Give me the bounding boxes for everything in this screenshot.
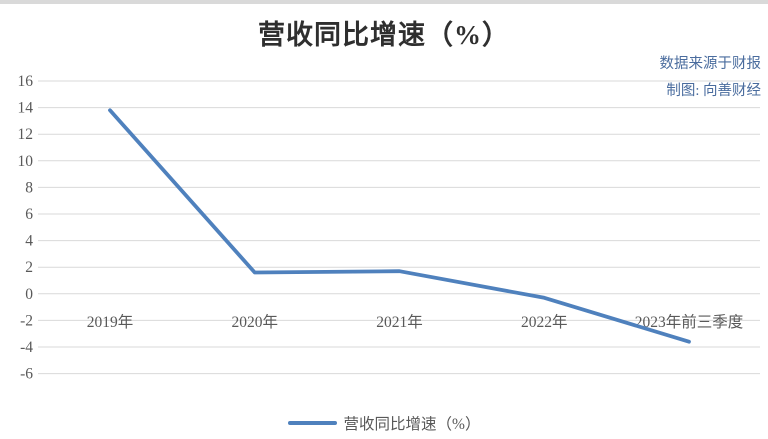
y-tick-label: 8 (25, 179, 33, 196)
legend-label: 营收同比增速（%） (343, 416, 481, 433)
y-tick-label: -2 (20, 312, 33, 329)
series-line (108, 108, 691, 344)
y-tick-label: 0 (25, 286, 33, 303)
y-tick-label: -6 (20, 366, 33, 383)
legend: 营收同比增速（%） (0, 412, 768, 434)
credits: 数据来源于财报 制图: 向善财经 (660, 51, 762, 105)
y-tick-label: 14 (18, 100, 34, 117)
chart-title: 营收同比增速（%） (258, 20, 510, 50)
x-tick-label: 2022年 (521, 313, 568, 331)
y-tick-label: 10 (18, 153, 34, 170)
y-tick-label: 4 (25, 233, 33, 250)
y-tick-label: 6 (25, 206, 33, 223)
x-tick-label: 2019年 (87, 313, 134, 331)
top-bar (0, 0, 768, 4)
y-tick-label: 12 (18, 126, 34, 143)
x-tick-label: 2020年 (231, 313, 278, 331)
credit-author: 制图: 向善财经 (666, 83, 761, 99)
x-tick-label: 2021年 (376, 313, 423, 331)
y-tick-label: 2 (25, 259, 33, 276)
credit-source: 数据来源于财报 (659, 56, 762, 72)
y-tick-label: 16 (18, 73, 34, 90)
x-tick-label: 2023年前三季度 (635, 313, 744, 331)
legend-line-swatch (287, 421, 337, 425)
y-tick-label: -4 (20, 339, 33, 356)
